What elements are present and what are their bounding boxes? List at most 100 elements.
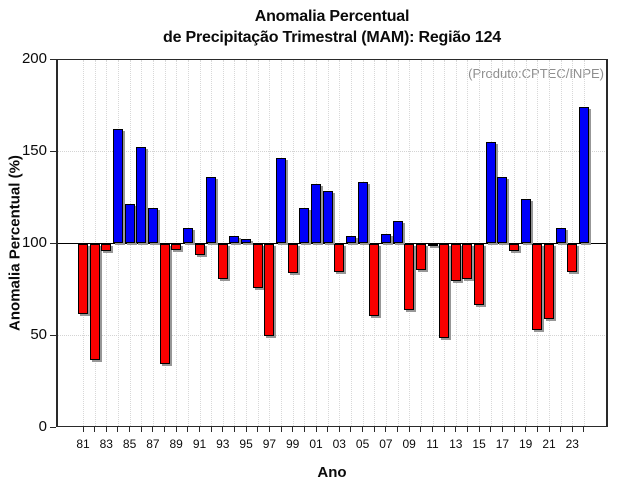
- bar-2007: [380, 233, 391, 243]
- y-tick-label: 200: [21, 50, 47, 67]
- chart-title: Anomalia Percentual de Precipitação Trim…: [32, 6, 632, 48]
- bar-2023: [567, 244, 578, 272]
- bar-2024: [578, 106, 589, 243]
- x-tick: [432, 427, 433, 432]
- x-tick: [560, 427, 562, 432]
- bar-1999: [287, 244, 298, 274]
- y-tick: [50, 334, 56, 336]
- bar-2019: [520, 198, 531, 243]
- x-tick: [455, 427, 457, 432]
- bar-2012: [439, 244, 450, 338]
- bar-2016: [485, 141, 496, 243]
- x-tick: [140, 427, 142, 432]
- bar-2017: [497, 176, 508, 243]
- source-annotation: (Produto:CPTEC/INPE): [468, 66, 604, 81]
- x-tick: [164, 427, 166, 432]
- x-tick-label: 99: [286, 437, 300, 451]
- right-axis-line: [606, 59, 608, 427]
- x-tick: [501, 427, 503, 432]
- x-tick-label: 81: [76, 437, 90, 451]
- bar-1985: [124, 204, 135, 243]
- x-tick-label: 89: [169, 437, 183, 451]
- bar-1991: [194, 244, 205, 256]
- y-tick-label: 100: [21, 234, 47, 251]
- x-tick-label: 01: [309, 437, 323, 451]
- bar-2005: [357, 182, 368, 243]
- x-tick: [187, 427, 189, 432]
- x-tick: [536, 427, 538, 432]
- bar-2022: [555, 228, 566, 243]
- y-tick: [50, 426, 56, 428]
- x-tick: [303, 427, 305, 432]
- x-tick: [199, 427, 200, 432]
- bar-2003: [334, 244, 345, 272]
- x-tick-label: 85: [122, 437, 137, 451]
- x-tick: [513, 427, 515, 432]
- x-tick: [548, 427, 550, 432]
- x-tick-label: 03: [332, 437, 346, 451]
- x-tick: [583, 427, 585, 432]
- bar-2015: [474, 244, 485, 305]
- bar-1992: [206, 176, 217, 243]
- bar-2018: [509, 244, 520, 252]
- x-tick: [571, 427, 573, 432]
- x-tick: [478, 427, 480, 432]
- x-tick-label: 83: [99, 437, 113, 451]
- x-tick: [82, 427, 84, 432]
- x-tick: [385, 427, 387, 432]
- x-tick: [292, 427, 294, 432]
- bar-1994: [229, 235, 240, 243]
- bar-1982: [89, 244, 100, 360]
- x-tick-label: 87: [146, 437, 160, 451]
- x-tick-label: 91: [192, 437, 207, 451]
- bar-1997: [264, 244, 275, 336]
- bar-2011: [427, 244, 438, 246]
- x-tick: [280, 427, 282, 432]
- x-tick: [210, 427, 212, 432]
- x-tick: [338, 427, 340, 432]
- baseline-100: [57, 243, 607, 244]
- x-tick-label: 09: [402, 437, 416, 451]
- y-tick-label: 50: [30, 326, 47, 343]
- bar-2013: [450, 244, 461, 281]
- x-tick: [268, 427, 270, 432]
- bar-2006: [369, 244, 380, 316]
- x-tick: [117, 427, 119, 432]
- x-tick: [466, 427, 468, 432]
- y-axis-line: [56, 59, 58, 427]
- x-tick-label: 21: [542, 437, 556, 451]
- x-tick: [245, 427, 247, 432]
- x-tick-label: 19: [519, 437, 533, 451]
- x-tick: [129, 427, 131, 432]
- chart-title-line2: de Precipitação Trimestral (MAM): Região…: [163, 29, 501, 46]
- x-tick-label: 07: [379, 437, 393, 451]
- x-tick-label: 13: [449, 437, 463, 451]
- horizontal-gridline: [57, 151, 607, 152]
- y-tick: [50, 58, 56, 60]
- x-tick: [327, 427, 329, 432]
- x-axis-label: Ano: [317, 464, 347, 481]
- bar-1986: [136, 147, 147, 243]
- x-tick-label: 23: [565, 437, 579, 451]
- bar-2014: [462, 244, 473, 279]
- y-tick-label: 0: [38, 418, 47, 435]
- bar-1988: [159, 244, 170, 364]
- x-tick-label: 15: [472, 437, 486, 451]
- y-tick: [50, 242, 56, 244]
- bar-2009: [404, 244, 415, 311]
- x-tick-label: 93: [216, 437, 230, 451]
- bar-2004: [345, 235, 356, 243]
- x-tick: [408, 427, 410, 432]
- x-tick-label: 95: [239, 437, 253, 451]
- x-tick: [443, 427, 445, 432]
- bar-1998: [276, 158, 287, 243]
- x-tick: [105, 427, 107, 432]
- y-tick-label: 150: [21, 142, 47, 159]
- bar-1990: [182, 228, 193, 243]
- x-tick-label: 11: [426, 437, 439, 451]
- bar-1996: [252, 244, 263, 289]
- x-tick: [397, 427, 399, 432]
- horizontal-gridline: [57, 335, 607, 336]
- x-tick-label: 17: [495, 437, 510, 451]
